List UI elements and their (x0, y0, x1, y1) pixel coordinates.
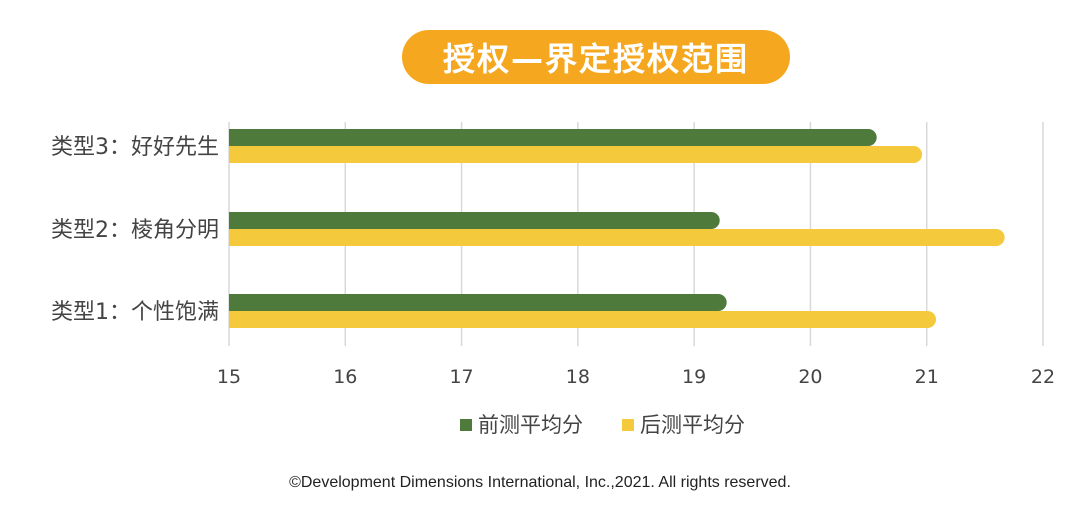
x-tick-label: 19 (682, 366, 706, 388)
bars (229, 129, 1005, 328)
bar-post-1 (229, 311, 937, 328)
legend-label: 前测平均分 (478, 413, 583, 437)
x-tick-label: 17 (449, 366, 473, 388)
x-axis-ticks: 15 16 17 18 19 20 21 22 (217, 366, 1055, 388)
x-tick-label: 21 (915, 366, 939, 388)
category-label: 类型1：个性饱满 (51, 300, 219, 325)
copyright-footer: ©Development Dimensions International, I… (289, 474, 791, 491)
bar-pre-1 (229, 294, 727, 311)
legend-swatch (622, 419, 634, 431)
x-tick-label: 16 (333, 366, 357, 388)
x-tick-label: 18 (566, 366, 590, 388)
bar-pre-2 (229, 212, 720, 229)
x-tick-label: 22 (1031, 366, 1055, 388)
x-tick-label: 15 (217, 366, 241, 388)
bar-post-2 (229, 229, 1005, 246)
legend-label: 后测平均分 (640, 413, 745, 437)
category-label: 类型3：好好先生 (51, 135, 219, 160)
legend: 前测平均分 后测平均分 (460, 413, 745, 437)
bar-post-3 (229, 146, 923, 163)
bar-pre-3 (229, 129, 877, 146)
category-label: 类型2：棱角分明 (51, 218, 219, 243)
x-tick-label: 20 (798, 366, 822, 388)
legend-swatch (460, 419, 472, 431)
chart-title: 授权—界定授权范围 (402, 30, 790, 84)
